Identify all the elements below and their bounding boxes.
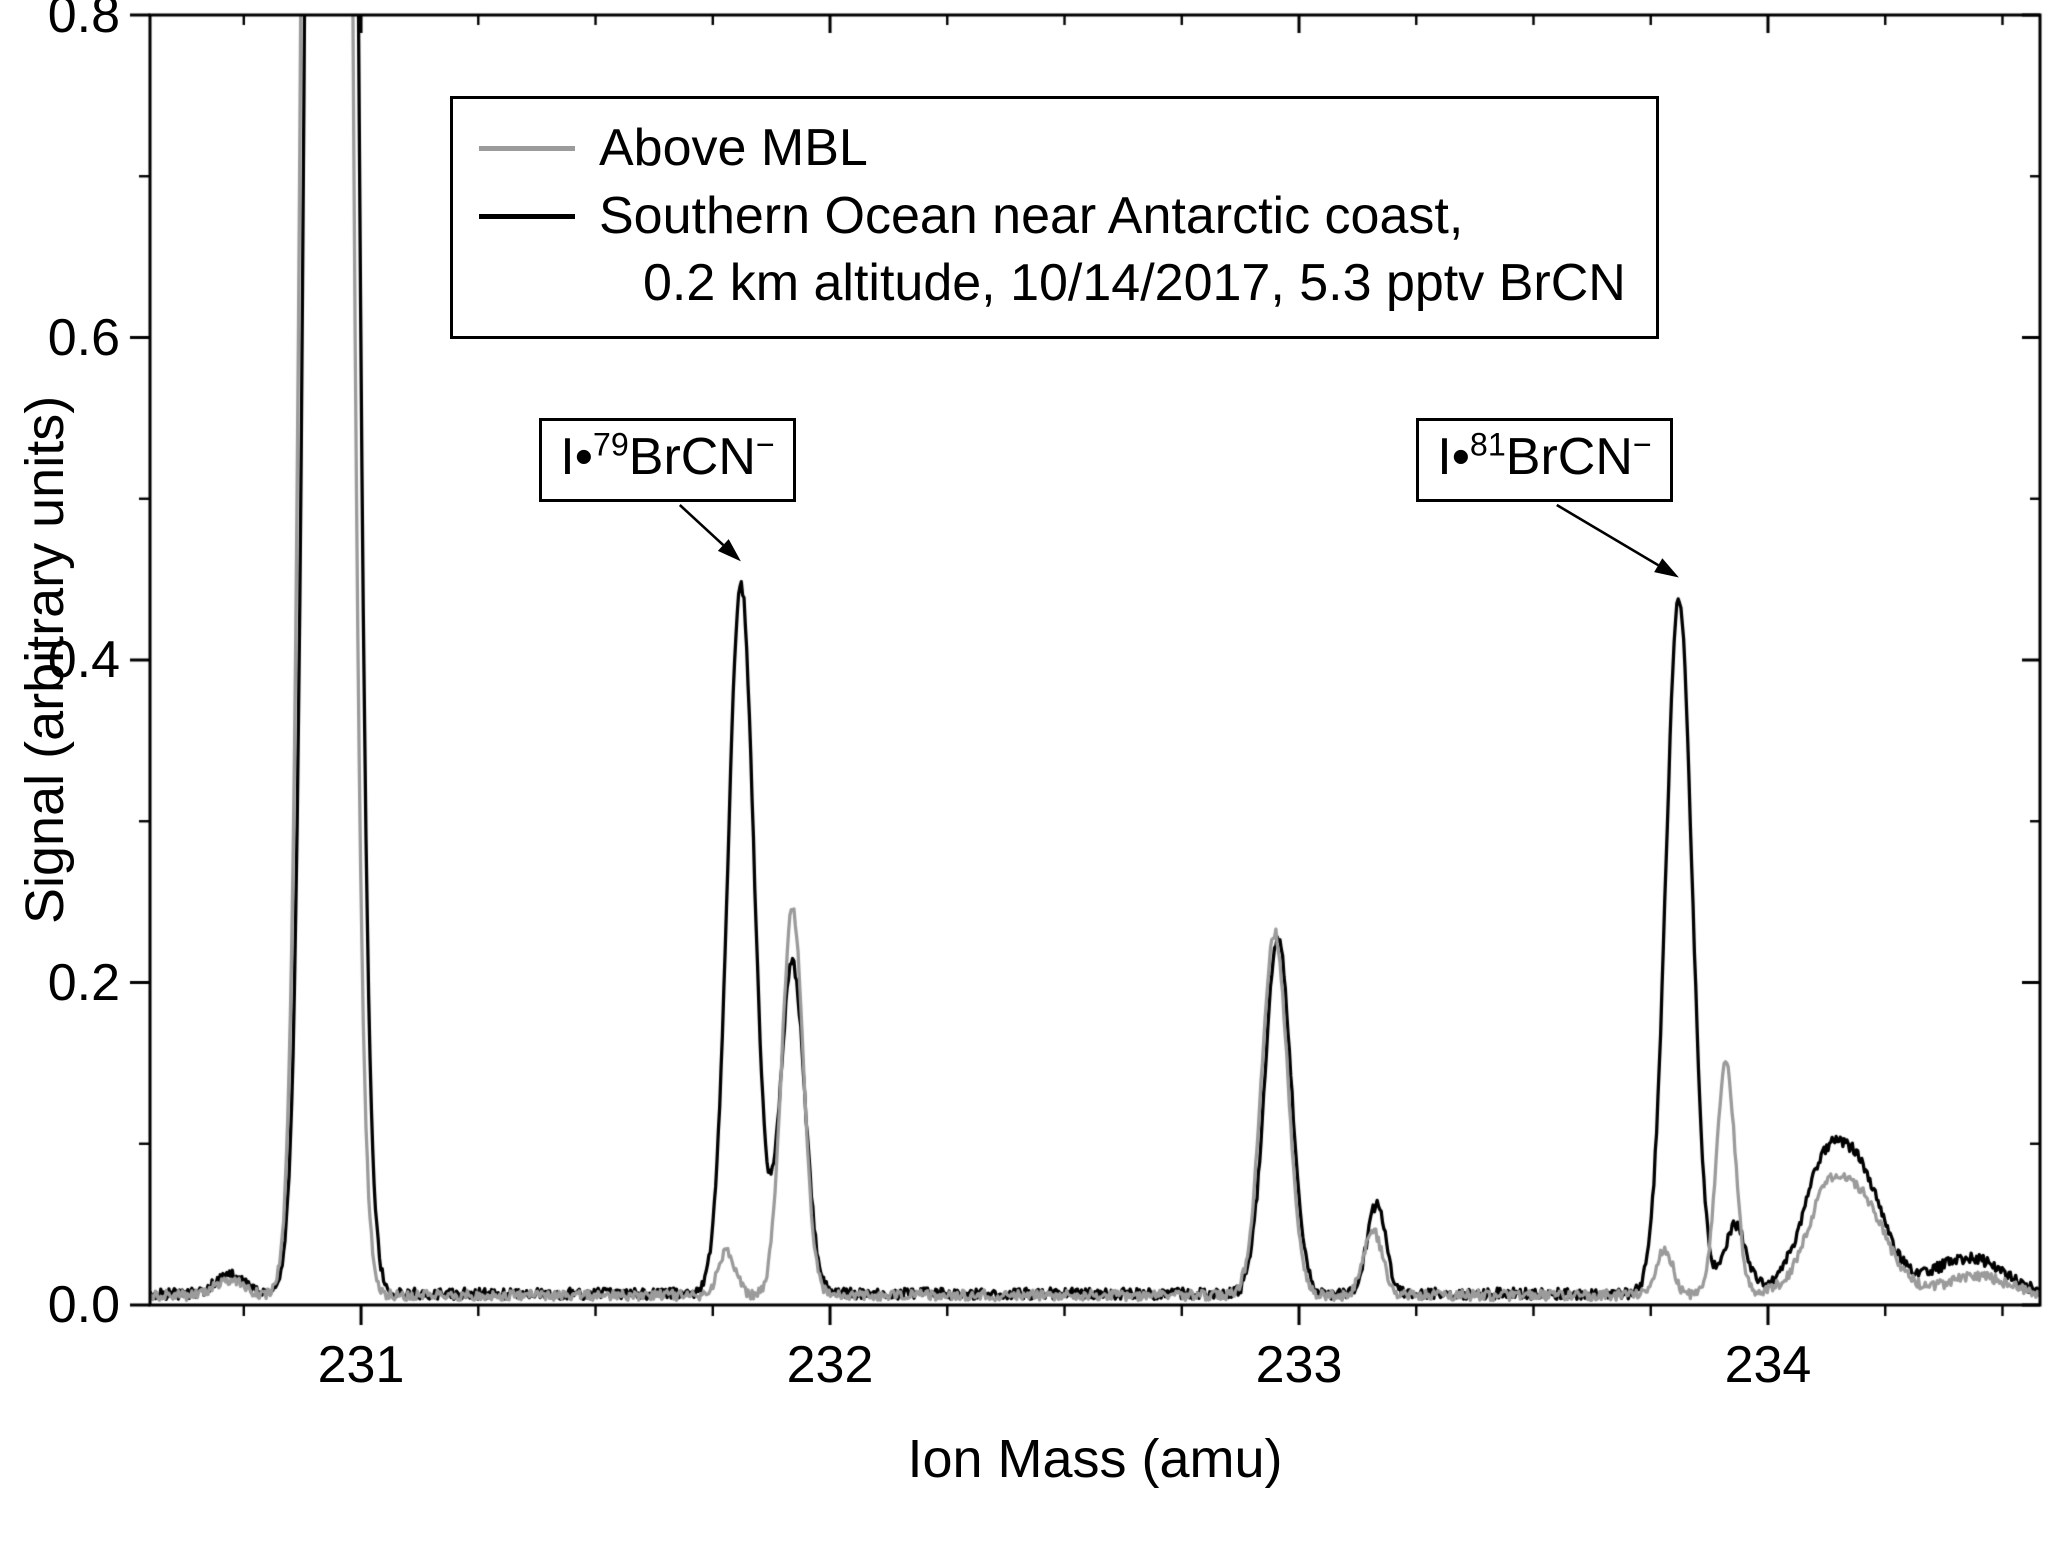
legend-item-southern-ocean-cont: 0.2 km altitude, 10/14/2017, 5.3 pptv Br… [643, 250, 1626, 318]
legend-label-southern-ocean-line2: 0.2 km altitude, 10/14/2017, 5.3 pptv Br… [643, 254, 1626, 313]
legend-item-above-mbl: Above MBL [479, 115, 1626, 183]
annotation-formula: BrCN [628, 428, 756, 487]
annotation-isotope: 81 [1469, 426, 1506, 463]
annotation-formula: BrCN [1505, 428, 1633, 487]
legend: Above MBL Southern Ocean near Antarctic … [450, 96, 1659, 339]
legend-label-southern-ocean-line1: Southern Ocean near Antarctic coast, [599, 186, 1464, 245]
legend-label-above-mbl: Above MBL [599, 119, 868, 177]
annotation-charge: − [755, 426, 775, 463]
legend-item-southern-ocean: Southern Ocean near Antarctic coast, [479, 183, 1626, 251]
annotation-isotope: 79 [592, 426, 629, 463]
annotation-prefix: I• [560, 428, 593, 487]
annotation-prefix: I• [1437, 428, 1470, 487]
gray-line-sample [479, 146, 575, 152]
annotation-charge: − [1632, 426, 1652, 463]
y-axis-title: Signal (arbitrary units) [15, 395, 75, 925]
annotation-i81brcn-label: I•81BrCN− [1416, 418, 1673, 503]
x-axis-title: Ion Mass (amu) [907, 1429, 1283, 1489]
black-line-sample [479, 213, 575, 219]
annotation-i79brcn-label: I•79BrCN− [539, 418, 796, 503]
